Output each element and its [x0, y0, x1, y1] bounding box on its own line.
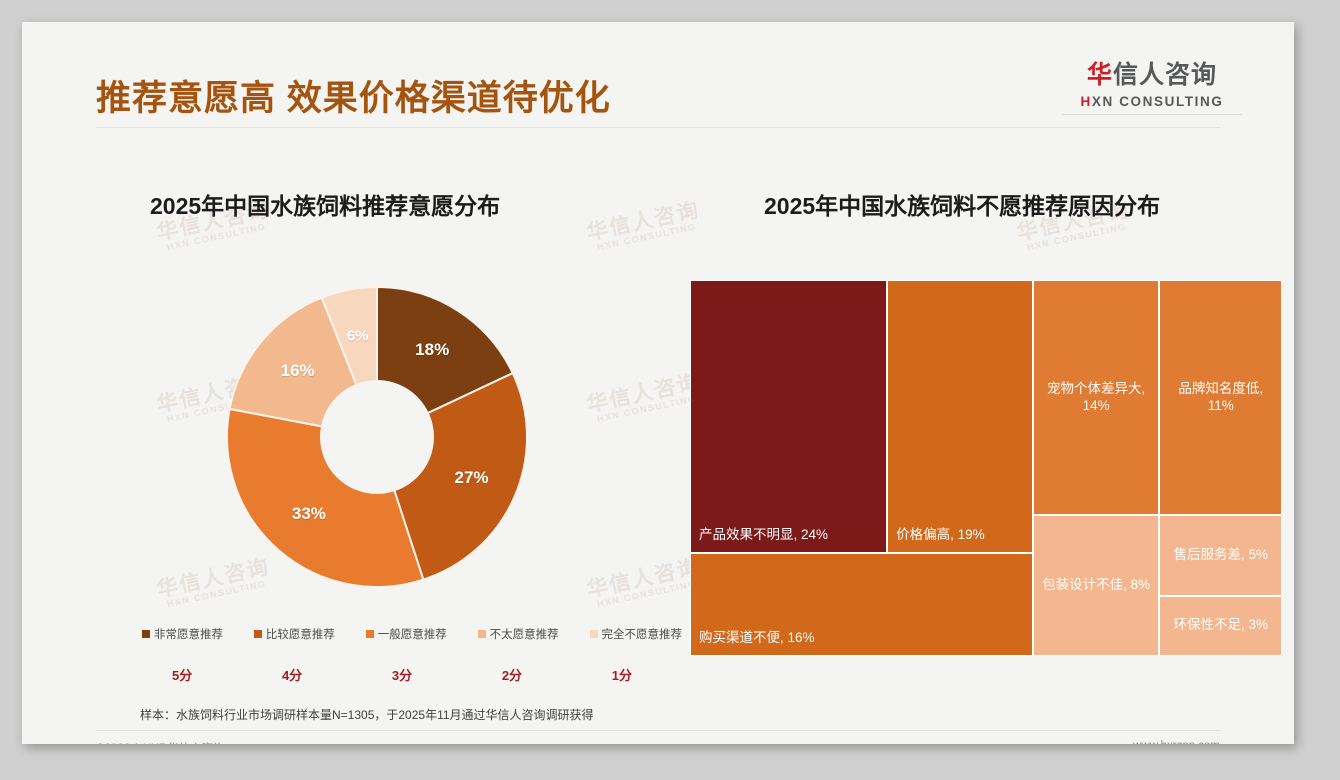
recommendation-donut-chart: 18% 27% 33% 16% 6% — [202, 262, 552, 612]
donut-legend: 非常愿意推荐 比较愿意推荐 一般愿意推荐 不太愿意推荐 完全不愿意推荐 — [142, 626, 682, 642]
score-label: 3分 — [391, 668, 413, 683]
treemap-tile[interactable]: 售后服务差, 5% — [1159, 515, 1282, 596]
company-logo: 华信人咨询 HXN CONSULTING — [1062, 61, 1242, 115]
logo-chinese: 华信人咨询 — [1062, 61, 1242, 90]
treemap-tile[interactable]: 品牌知名度低, 11% — [1159, 280, 1282, 515]
legend-swatch — [142, 630, 150, 638]
donut-svg — [226, 285, 528, 588]
treemap-tile-label: 价格偏高, 19% — [896, 527, 985, 543]
legend-swatch — [253, 630, 262, 638]
donut-hole — [320, 380, 434, 494]
treemap-tile[interactable]: 宠物个体差异大, 14% — [1032, 280, 1160, 515]
slide: 推荐意愿高 效果价格渠道待优化 华信人咨询 HXN CONSULTING 华信人… — [22, 22, 1294, 744]
donut-slice-label: 33% — [291, 504, 326, 524]
footer-website[interactable]: www.hxrcon.com — [1133, 740, 1220, 744]
treemap-tile-label: 产品效果不明显, 24% — [699, 527, 829, 543]
treemap-tile[interactable]: 价格偏高, 19% — [887, 280, 1033, 553]
left-chart-title: 2025年中国水族饲料推荐意愿分布 — [150, 193, 501, 219]
donut-slice-label: 6% — [346, 327, 369, 345]
treemap-tile[interactable]: 环保性不足, 3% — [1159, 595, 1282, 656]
treemap-tile[interactable]: 产品效果不明显, 24% — [690, 280, 888, 553]
legend-swatch — [477, 630, 486, 638]
score-label: 5分 — [172, 668, 193, 683]
watermark: 华信人咨询 HXN CONSULTING — [584, 198, 703, 253]
legend-item[interactable]: 完全不愿意推荐 — [589, 626, 683, 642]
watermark: 华信人咨询 HXN CONSULTING — [584, 370, 703, 425]
legend-swatch — [365, 630, 374, 638]
legend-item[interactable]: 不太愿意推荐 — [477, 626, 559, 642]
legend-label: 完全不愿意推荐 — [601, 629, 683, 641]
donut-slice-label: 18% — [415, 340, 450, 360]
logo-en-red: H — [1080, 93, 1092, 109]
legend-item[interactable]: 非常愿意推荐 — [142, 626, 223, 642]
header-divider — [96, 127, 1220, 128]
logo-underline — [1062, 113, 1242, 115]
donut-slice-label: 27% — [454, 467, 489, 487]
logo-english: HXN CONSULTING — [1062, 94, 1242, 109]
logo-en-dark: XN CONSULTING — [1091, 93, 1224, 109]
legend-item[interactable]: 一般愿意推荐 — [365, 626, 447, 642]
legend-item[interactable]: 比较愿意推荐 — [253, 626, 335, 642]
page-title: 推荐意愿高 效果价格渠道待优化 — [96, 79, 611, 118]
score-label: 1分 — [611, 668, 632, 683]
right-chart-title: 2025年中国水族饲料不愿推荐原因分布 — [764, 193, 1161, 219]
watermark: 华信人咨询 HXN CONSULTING — [584, 555, 703, 610]
logo-chars-dark: 信人咨询 — [1113, 61, 1218, 89]
slide-header: 推荐意愿高 效果价格渠道待优化 华信人咨询 HXN CONSULTING — [22, 22, 1294, 128]
treemap-tile-label: 宠物个体差异大, 14% — [1046, 380, 1146, 413]
logo-char-red: 华 — [1086, 61, 1113, 89]
reasons-treemap-chart: 产品效果不明显, 24% 价格偏高, 19% 购买渠道不便, 16% 宠物个体差异大,… — [690, 280, 1282, 656]
treemap-tile-label: 售后服务差, 5% — [1173, 546, 1268, 562]
legend-swatch — [589, 630, 598, 638]
treemap-tile-label: 包装设计不佳, 8% — [1042, 577, 1151, 593]
donut-slice-label: 16% — [280, 361, 315, 381]
score-scale-row: 5分 4分 3分 2分 1分 — [172, 665, 632, 684]
footer-copyright: ©2026.1 HXR华信人咨询 — [96, 740, 225, 744]
treemap-tile[interactable]: 包装设计不佳, 8% — [1032, 515, 1160, 656]
treemap-tile-label: 品牌知名度低, 11% — [1178, 380, 1264, 413]
legend-label: 一般愿意推荐 — [377, 629, 447, 641]
legend-label: 非常愿意推荐 — [154, 629, 223, 641]
footer-divider — [96, 730, 1220, 731]
score-label: 4分 — [281, 668, 303, 683]
treemap-tile-label: 环保性不足, 3% — [1173, 617, 1268, 633]
sample-note: 样本：水族饲料行业市场调研样本量N=1305，于2025年11月通过华信人咨询调… — [140, 708, 594, 722]
treemap-tile[interactable]: 购买渠道不便, 16% — [690, 552, 1033, 656]
score-label: 2分 — [501, 668, 523, 683]
legend-label: 不太愿意推荐 — [489, 629, 559, 641]
treemap-tile-label: 购买渠道不便, 16% — [699, 630, 815, 646]
legend-label: 比较愿意推荐 — [265, 629, 335, 641]
